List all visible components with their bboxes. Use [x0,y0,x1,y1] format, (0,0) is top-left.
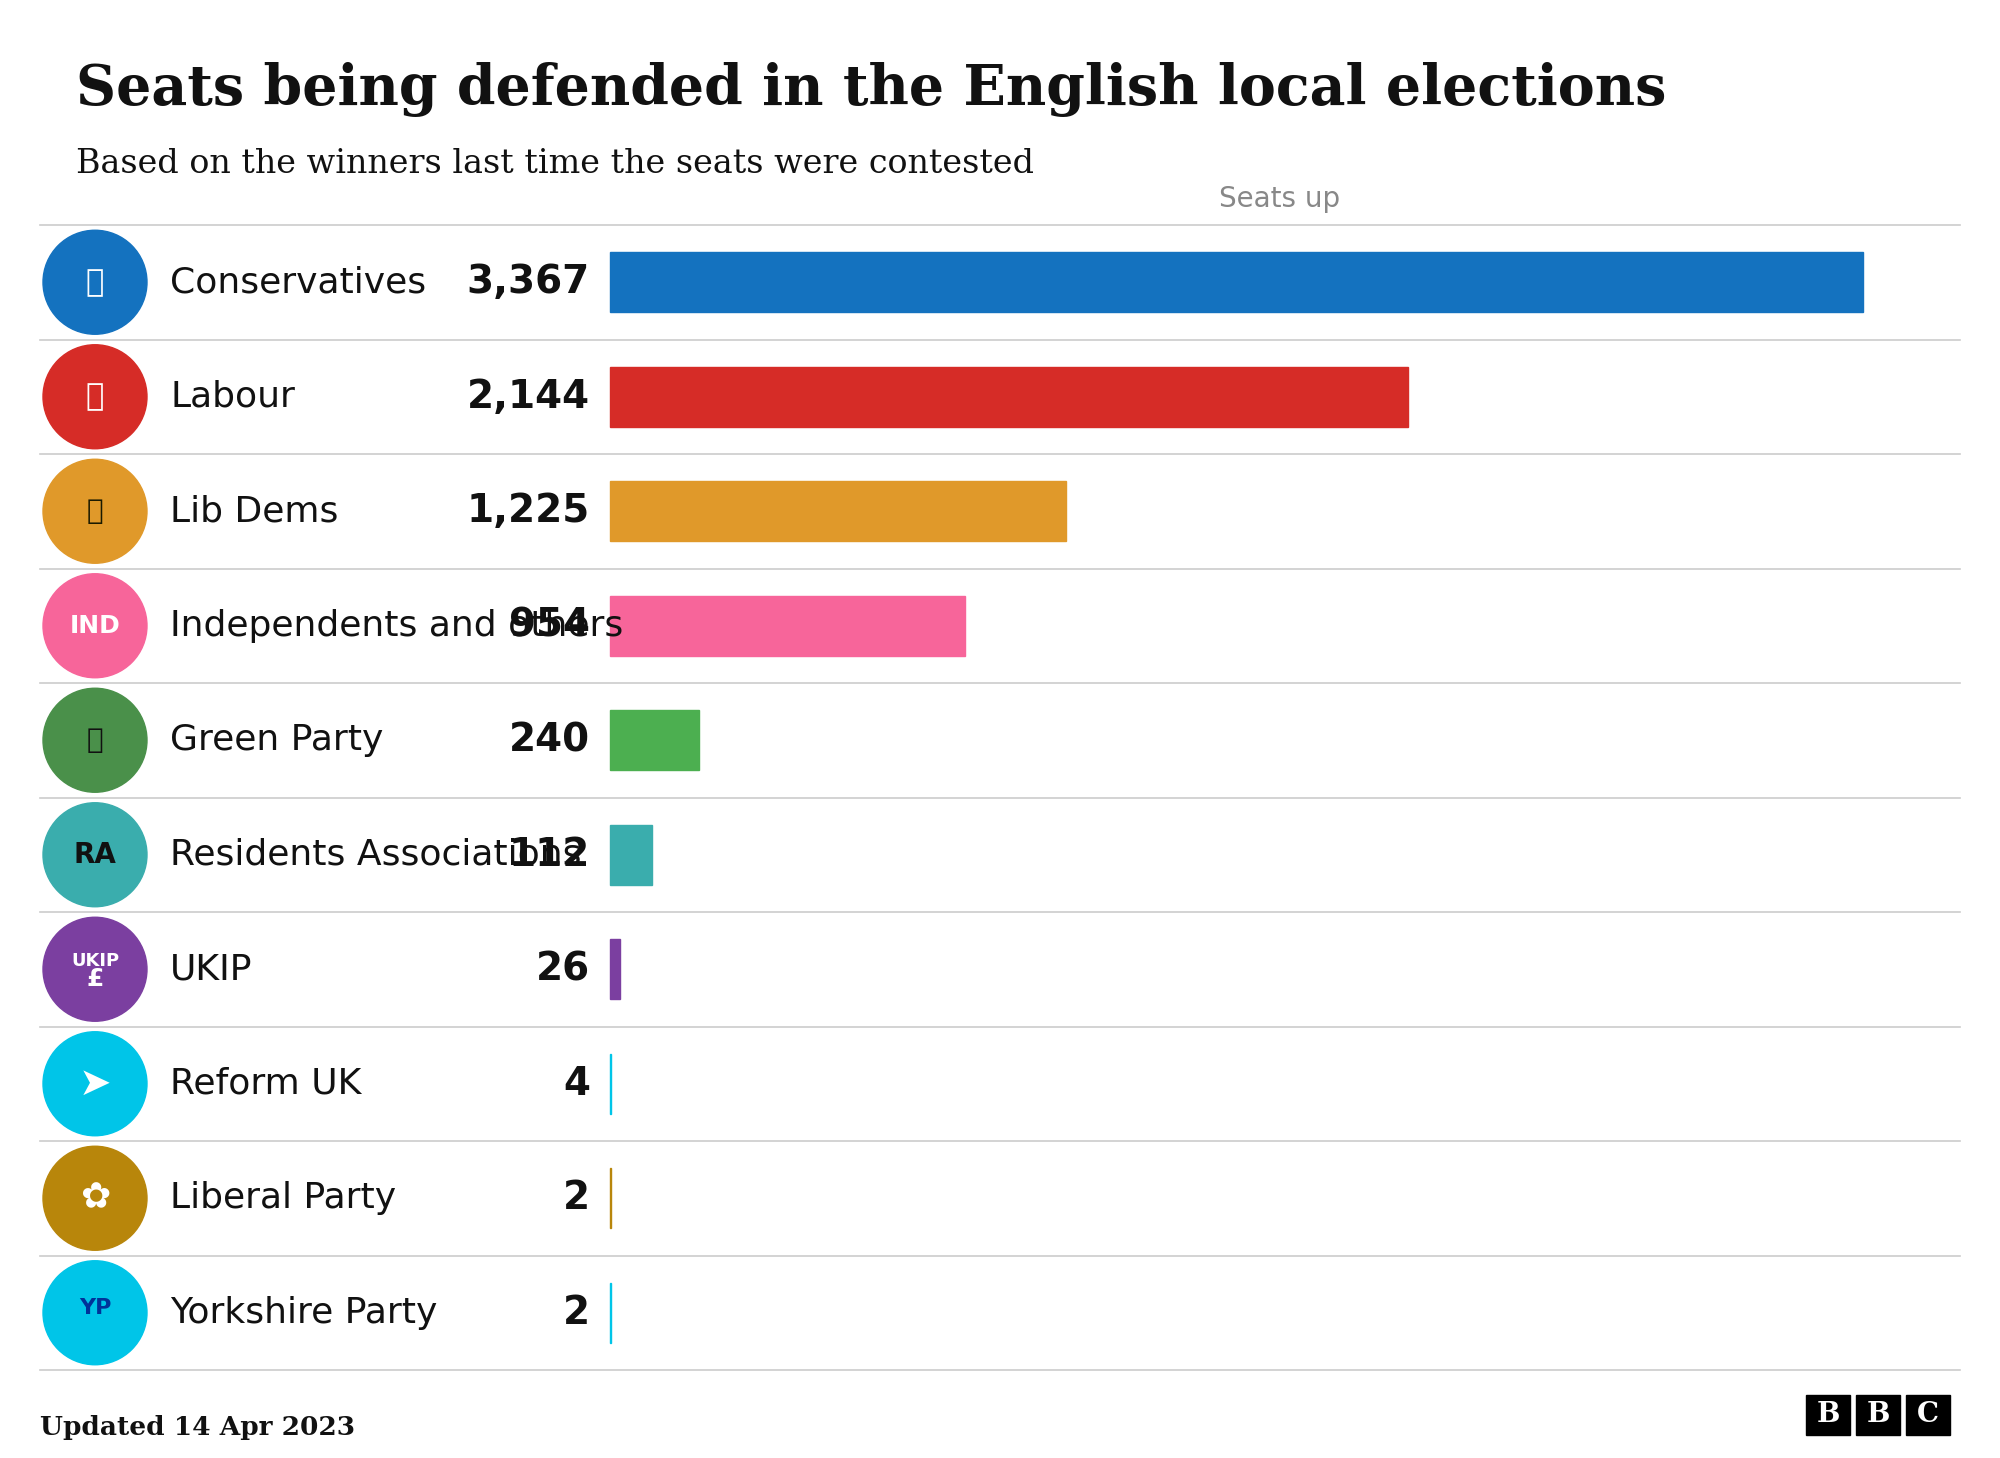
Text: C: C [1916,1401,1940,1429]
Text: Yorkshire Party: Yorkshire Party [170,1296,438,1330]
Text: Liberal Party: Liberal Party [170,1181,396,1216]
Text: B: B [1866,1401,1890,1429]
Bar [1906,1395,1950,1435]
Bar [1856,1395,1900,1435]
Text: 1,225: 1,225 [466,493,590,531]
Circle shape [44,1032,148,1136]
Text: Residents Associations: Residents Associations [170,838,582,872]
Circle shape [44,688,148,792]
Bar [610,939,620,999]
Text: 240: 240 [508,722,590,760]
Text: Labour: Labour [170,379,294,414]
Text: 2,144: 2,144 [466,378,590,416]
Text: 2: 2 [562,1293,590,1331]
Bar [610,596,966,656]
Bar [610,367,1408,427]
Circle shape [44,1146,148,1251]
Circle shape [44,803,148,907]
Text: Seats being defended in the English local elections: Seats being defended in the English loca… [76,63,1666,117]
Text: Updated 14 Apr 2023: Updated 14 Apr 2023 [40,1416,356,1441]
Circle shape [44,917,148,1021]
Bar [1806,1395,1850,1435]
Text: 112: 112 [508,835,590,873]
Circle shape [44,574,148,678]
Text: £: £ [86,967,104,991]
Text: Based on the winners last time the seats were contested: Based on the winners last time the seats… [76,149,1034,179]
Circle shape [44,1261,148,1365]
Bar [610,481,1066,541]
Circle shape [44,230,148,334]
Text: B: B [1816,1401,1840,1429]
Text: Green Party: Green Party [170,723,384,757]
Text: 3,367: 3,367 [466,264,590,302]
Text: UKIP: UKIP [70,952,120,970]
Text: IND: IND [70,614,120,637]
Text: Independents and others: Independents and others [170,609,624,643]
Text: UKIP: UKIP [170,952,252,986]
Text: ✿: ✿ [80,1181,110,1216]
Circle shape [44,459,148,563]
Text: 4: 4 [564,1064,590,1102]
Text: 🌳: 🌳 [86,268,104,297]
Text: ➤: ➤ [78,1064,112,1102]
Text: Lib Dems: Lib Dems [170,494,338,528]
Text: 🌍: 🌍 [86,726,104,754]
Bar [610,710,700,770]
Text: Seats up: Seats up [1220,185,1340,213]
Text: 2: 2 [562,1180,590,1217]
Text: 🌹: 🌹 [86,382,104,411]
Bar [610,252,1864,312]
Text: 26: 26 [536,951,590,989]
Text: YP: YP [78,1298,112,1318]
Text: 954: 954 [508,607,590,644]
Text: Reform UK: Reform UK [170,1067,362,1101]
Text: 🦅: 🦅 [86,497,104,525]
Text: RA: RA [74,841,116,869]
Bar [610,825,652,885]
Circle shape [44,344,148,449]
Text: Conservatives: Conservatives [170,265,426,299]
